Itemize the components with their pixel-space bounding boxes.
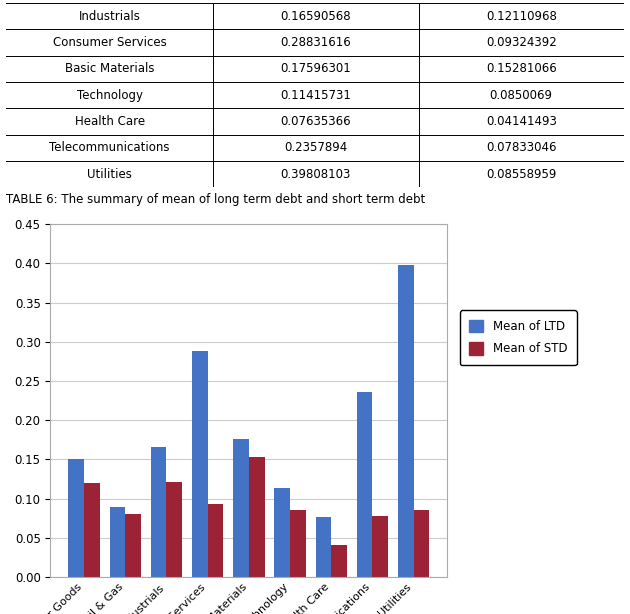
Text: 0.08558959: 0.08558959 xyxy=(486,168,556,181)
Text: Basic Materials: Basic Materials xyxy=(65,63,154,76)
Text: Consumer Services: Consumer Services xyxy=(53,36,166,49)
Bar xyxy=(398,265,414,577)
Bar xyxy=(316,517,331,577)
Bar xyxy=(249,457,265,577)
Legend: Mean of LTD, Mean of STD: Mean of LTD, Mean of STD xyxy=(459,311,576,365)
Bar xyxy=(166,482,182,577)
Text: 0.39808103: 0.39808103 xyxy=(281,168,351,181)
Text: 0.09324392: 0.09324392 xyxy=(486,36,556,49)
Bar xyxy=(151,447,166,577)
Bar xyxy=(69,459,84,577)
Text: 0.28831616: 0.28831616 xyxy=(280,36,352,49)
Text: 0.17596301: 0.17596301 xyxy=(280,63,352,76)
Bar xyxy=(275,488,290,577)
Text: 0.04141493: 0.04141493 xyxy=(486,115,557,128)
Text: Health Care: Health Care xyxy=(74,115,145,128)
Text: 0.07833046: 0.07833046 xyxy=(486,141,556,154)
Text: 0.2357894: 0.2357894 xyxy=(284,141,348,154)
Bar xyxy=(372,516,388,577)
Bar xyxy=(110,507,125,577)
Bar xyxy=(125,515,141,577)
Text: 0.15281066: 0.15281066 xyxy=(486,63,556,76)
Text: 0.12110968: 0.12110968 xyxy=(486,10,557,23)
Bar xyxy=(357,392,372,577)
Text: Industrials: Industrials xyxy=(79,10,140,23)
Text: Telecommunications: Telecommunications xyxy=(50,141,170,154)
Bar xyxy=(414,510,429,577)
Text: 0.0850069: 0.0850069 xyxy=(490,88,553,102)
Bar xyxy=(208,504,223,577)
Text: 0.16590568: 0.16590568 xyxy=(280,10,352,23)
Bar xyxy=(331,545,347,577)
Bar xyxy=(192,351,208,577)
Text: 0.07635366: 0.07635366 xyxy=(280,115,352,128)
Text: Utilities: Utilities xyxy=(88,168,132,181)
Bar xyxy=(290,510,306,577)
Text: 0.11415731: 0.11415731 xyxy=(280,88,352,102)
Text: TABLE 6: The summary of mean of long term debt and short term debt: TABLE 6: The summary of mean of long ter… xyxy=(6,193,425,206)
Bar xyxy=(233,439,249,577)
Bar xyxy=(84,483,100,577)
Text: Technology: Technology xyxy=(77,88,143,102)
